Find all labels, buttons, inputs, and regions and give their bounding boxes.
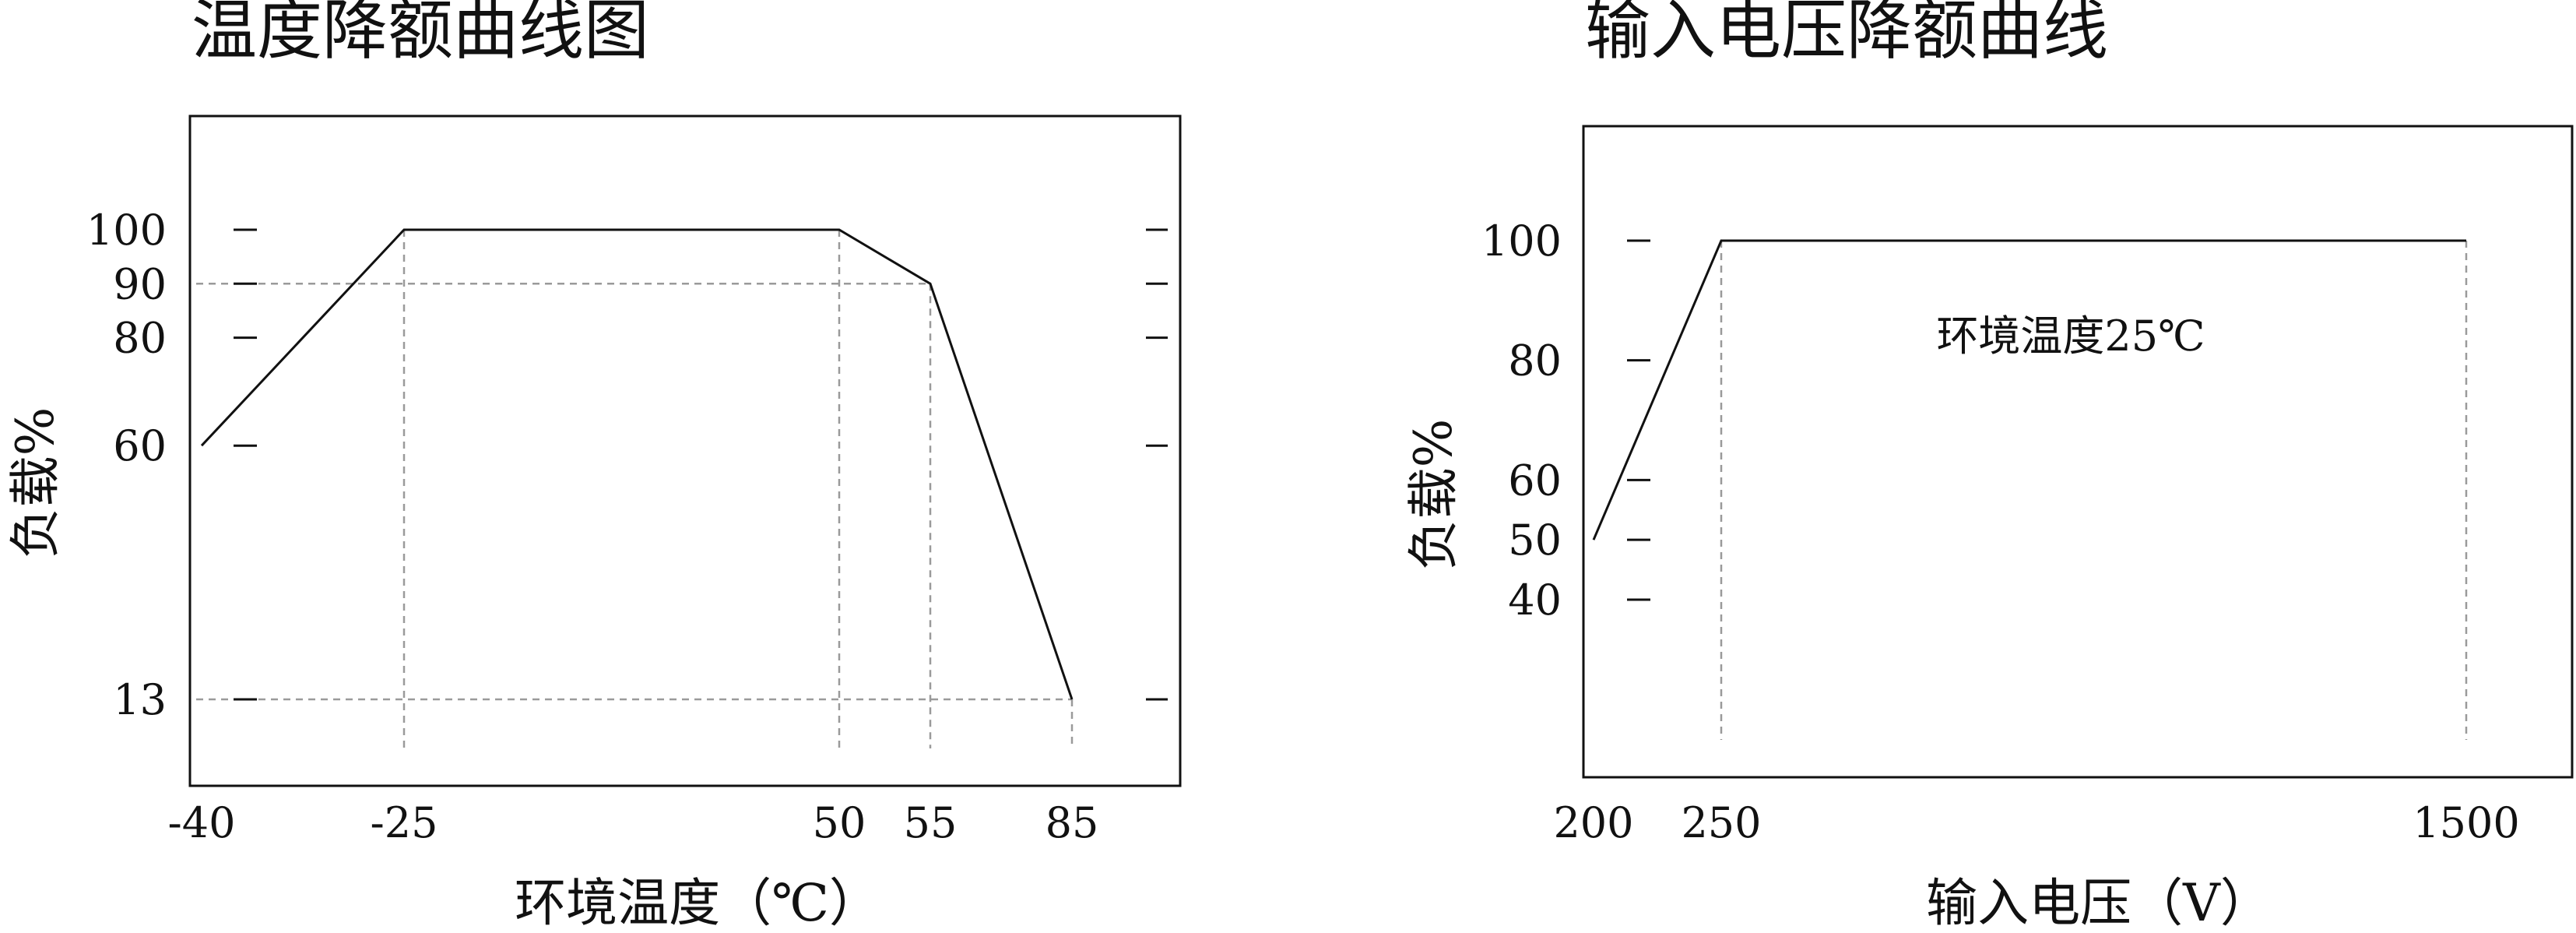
plot-frame bbox=[188, 114, 1182, 787]
data-point bbox=[928, 281, 933, 286]
y-tick-label: 90 bbox=[113, 259, 167, 308]
x-tick-label: 50 bbox=[813, 798, 866, 847]
y-tick-label: 40 bbox=[1508, 576, 1562, 625]
data-point bbox=[1719, 238, 1724, 243]
y-tick-label: 60 bbox=[113, 421, 167, 470]
data-point bbox=[1070, 697, 1074, 702]
data-point bbox=[1591, 537, 1596, 542]
annotation-ambient-temperature: 环境温度25℃ bbox=[1936, 312, 2205, 361]
y-tick-label: 100 bbox=[1481, 217, 1562, 266]
chart-title: 输入电压降额曲线 bbox=[1585, 0, 2108, 69]
x-tick-label: 200 bbox=[1553, 798, 1633, 847]
tick-labels: 100 80 60 50 40 200 250 1500 bbox=[1481, 217, 2520, 847]
y-tick-label: 13 bbox=[113, 675, 167, 724]
voltage-derating-chart: 输入电压降额曲线 100 80 60 50 40 200 250 1500 环境温度25℃ 输… bbox=[1404, 0, 2574, 933]
data-point bbox=[199, 443, 204, 448]
x-tick-label: 85 bbox=[1046, 798, 1099, 847]
plot-frame bbox=[1582, 125, 2574, 779]
data-point bbox=[837, 227, 842, 232]
x-axis-title: 输入电压（V） bbox=[1926, 873, 2272, 933]
tick-marks bbox=[1627, 239, 1650, 601]
x-tick-label: -40 bbox=[168, 798, 236, 847]
x-tick-label: 250 bbox=[1681, 798, 1761, 847]
series-line bbox=[200, 228, 1074, 700]
chart-title: 温度降额曲线图 bbox=[192, 0, 649, 69]
y-tick-label: 80 bbox=[1508, 336, 1562, 386]
guide-lines bbox=[1720, 241, 2468, 740]
y-tick-label: 60 bbox=[1508, 456, 1562, 505]
data-point bbox=[2464, 238, 2469, 243]
x-tick-label: 1500 bbox=[2413, 798, 2519, 847]
data-point bbox=[402, 227, 406, 232]
y-tick-label: 80 bbox=[113, 314, 167, 363]
y-tick-label: 100 bbox=[86, 206, 167, 255]
x-axis-title: 环境温度（℃） bbox=[515, 873, 880, 933]
guide-lines bbox=[196, 230, 1074, 748]
tick-marks bbox=[234, 228, 1168, 701]
series-line bbox=[1592, 239, 2466, 540]
y-tick-label: 50 bbox=[1508, 516, 1562, 565]
y-axis-title: 负载% bbox=[1404, 419, 1464, 571]
x-tick-label: -25 bbox=[371, 798, 438, 847]
y-axis-title: 负载% bbox=[5, 407, 65, 559]
x-tick-label: 55 bbox=[904, 798, 958, 847]
